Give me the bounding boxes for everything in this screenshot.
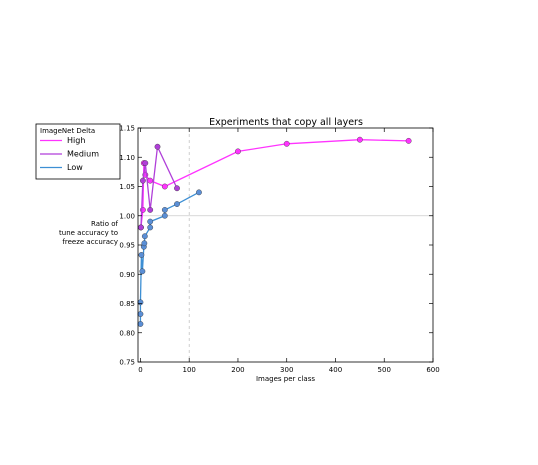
data-point-medium bbox=[154, 143, 161, 150]
y-axis-title-line: freeze accuracy bbox=[62, 238, 118, 246]
data-point-low bbox=[138, 252, 145, 258]
y-tick-label: 1.15 bbox=[119, 125, 135, 133]
y-tick-label: 0.90 bbox=[119, 271, 135, 279]
legend: ImageNet Delta High Medium Low bbox=[35, 123, 121, 180]
y-axis-title: Ratio of tune accuracy to freeze accurac… bbox=[59, 220, 119, 246]
y-tick-label: 0.85 bbox=[119, 300, 135, 308]
data-point-medium bbox=[174, 185, 180, 192]
data-point-low bbox=[147, 218, 154, 225]
data-point-high bbox=[356, 136, 363, 143]
y-tick-label: 0.80 bbox=[119, 329, 135, 337]
x-tick-label: 400 bbox=[329, 366, 342, 374]
legend-entry-label: Medium bbox=[67, 150, 99, 159]
data-point-low bbox=[161, 206, 168, 213]
data-point-low bbox=[137, 299, 144, 306]
y-axis-title-line: tune accuracy to bbox=[59, 229, 118, 237]
series-line-medium bbox=[140, 144, 178, 228]
chart-title: Experiments that copy all layers bbox=[209, 117, 363, 128]
data-point-low bbox=[174, 201, 180, 207]
x-tick-label: 500 bbox=[378, 366, 391, 374]
data-point-low bbox=[141, 233, 148, 240]
data-point-high bbox=[283, 140, 290, 147]
legend-entry-label: Low bbox=[67, 163, 83, 172]
data-point-high bbox=[235, 148, 241, 155]
data-point-low bbox=[147, 224, 154, 231]
x-tick-label: 100 bbox=[183, 366, 196, 374]
data-point-medium bbox=[139, 177, 146, 184]
legend-box bbox=[35, 123, 121, 180]
data-point-high bbox=[147, 177, 154, 184]
y-tick-label: 0.75 bbox=[119, 359, 135, 367]
data-point-low bbox=[196, 189, 202, 196]
x-axis-title: Images per class bbox=[256, 375, 315, 383]
legend-entry-label: High bbox=[67, 136, 85, 145]
y-tick-label: 0.95 bbox=[119, 242, 135, 250]
data-point-low bbox=[161, 212, 168, 219]
data-point-high bbox=[405, 137, 412, 144]
data-point-medium bbox=[138, 224, 144, 231]
x-tick-label: 300 bbox=[280, 366, 293, 374]
x-tick-label: 0 bbox=[138, 366, 142, 374]
y-tick-label: 1.00 bbox=[119, 212, 135, 220]
data-point-low bbox=[137, 311, 144, 317]
data-point-medium bbox=[147, 206, 154, 213]
y-axis-title-line: Ratio of bbox=[91, 220, 118, 228]
series-line-high bbox=[140, 139, 409, 228]
y-tick-label: 1.10 bbox=[119, 154, 135, 162]
x-tick-label: 600 bbox=[426, 366, 439, 374]
y-tick-label: 1.05 bbox=[119, 183, 135, 191]
data-point-high bbox=[161, 183, 168, 190]
data-point-low bbox=[137, 321, 144, 327]
x-tick-label: 200 bbox=[231, 366, 244, 374]
data-point-low bbox=[141, 240, 148, 247]
legend-title: ImageNet Delta bbox=[40, 127, 95, 135]
data-point-medium bbox=[142, 160, 149, 167]
data-point-low bbox=[139, 268, 146, 275]
